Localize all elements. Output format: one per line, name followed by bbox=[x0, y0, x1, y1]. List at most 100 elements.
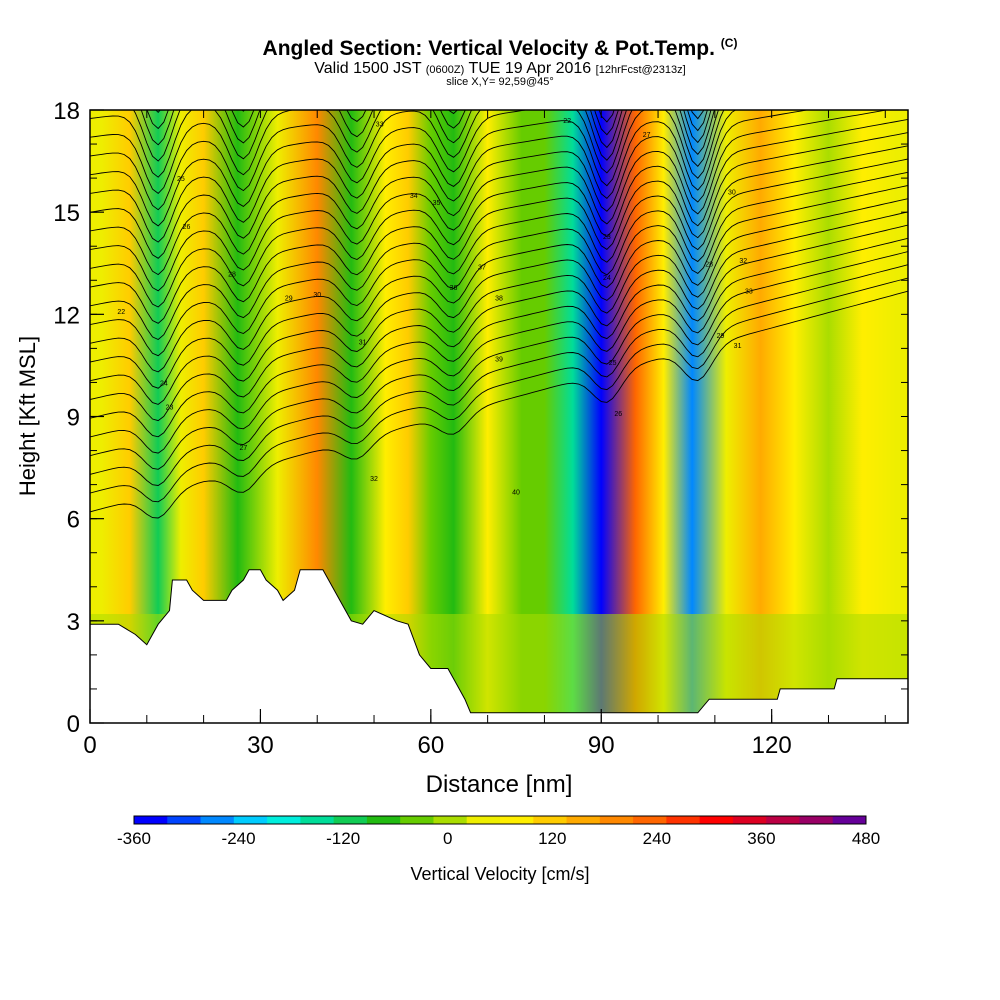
forecast-info: [12hrFcst@2313z] bbox=[595, 64, 686, 76]
theta-label: 32 bbox=[370, 476, 378, 483]
chart-title: Angled Section: Vertical Velocity & Pot.… bbox=[0, 36, 1000, 61]
theta-contour bbox=[90, 110, 737, 259]
theta-label: 25 bbox=[609, 360, 617, 367]
theta-contour bbox=[90, 110, 715, 211]
theta-label: 31 bbox=[734, 343, 742, 350]
theta-label: 28 bbox=[705, 261, 713, 268]
y-tick-label: 6 bbox=[67, 507, 80, 534]
theta-label: 29 bbox=[285, 295, 293, 302]
y-tick-label: 9 bbox=[67, 405, 80, 432]
theta-label: 23 bbox=[166, 404, 174, 411]
theta-contour bbox=[90, 251, 908, 470]
colorbar-swatch bbox=[167, 816, 202, 824]
theta-label: 30 bbox=[728, 190, 736, 197]
theta-label: 37 bbox=[478, 265, 486, 272]
x-tick-label: 120 bbox=[752, 732, 792, 759]
chart-subtitle: Valid 1500 JST (0600Z) TUE 19 Apr 2016 [… bbox=[0, 60, 1000, 78]
theta-label: 38 bbox=[495, 295, 503, 302]
colorbar-tick-label: 240 bbox=[643, 829, 671, 848]
theta-label: 25 bbox=[177, 176, 185, 183]
theta-contour bbox=[132, 110, 705, 162]
colorbar-swatch bbox=[400, 816, 434, 824]
y-tick-label: 3 bbox=[67, 609, 80, 636]
theta-label: 27 bbox=[643, 132, 651, 139]
y-tick-label: 18 bbox=[53, 98, 80, 125]
colorbar-swatch bbox=[433, 816, 468, 824]
colorbar-swatch bbox=[766, 816, 800, 824]
y-tick-label: 0 bbox=[67, 711, 80, 738]
colorbar-tick-label: -360 bbox=[117, 829, 151, 848]
theta-label: 39 bbox=[495, 357, 503, 364]
theta-label: 24 bbox=[160, 380, 168, 387]
colorbar-swatch bbox=[566, 816, 601, 824]
colorbar-swatch bbox=[500, 816, 534, 824]
colorbar-tick-label: -240 bbox=[222, 829, 256, 848]
theta-contour bbox=[90, 110, 719, 227]
theta-label: 32 bbox=[739, 258, 747, 265]
colorbar-tick-label: 120 bbox=[538, 829, 566, 848]
theta-contour bbox=[90, 110, 708, 178]
colorbar-tick-label: 360 bbox=[747, 829, 775, 848]
colorbar-swatch bbox=[333, 816, 368, 824]
theta-contour bbox=[90, 277, 908, 503]
colorbar-swatch bbox=[599, 816, 634, 824]
zulu-time: (0600Z) bbox=[425, 64, 465, 76]
colorbar-swatch bbox=[233, 816, 268, 824]
colorbar-swatch bbox=[533, 816, 568, 824]
chart-title-text: Angled Section: Vertical Velocity & Pot.… bbox=[262, 37, 715, 60]
theta-contour bbox=[90, 211, 908, 422]
terrain bbox=[90, 569, 908, 723]
valid-date: TUE 19 Apr 2016 bbox=[468, 60, 592, 77]
theta-label: 30 bbox=[313, 292, 321, 299]
theta-label: 22 bbox=[563, 118, 571, 125]
colorbar-swatch bbox=[666, 816, 701, 824]
theta-label: 36 bbox=[450, 285, 458, 292]
theta-label: 34 bbox=[410, 193, 418, 200]
colorbar-swatch bbox=[267, 816, 301, 824]
colorbar: -360 -240 -120 0 120 240 360 480 bbox=[117, 815, 880, 848]
theta-contour bbox=[90, 198, 908, 405]
theta-contour-labels: 22 23 24 25 26 27 28 29 30 31 32 33 34 35 36 37 38 39 40 22… bbox=[117, 118, 753, 496]
theta-contour bbox=[90, 224, 908, 438]
colorbar-swatch bbox=[832, 816, 867, 824]
x-tick-label: 90 bbox=[588, 732, 615, 759]
theta-contours bbox=[90, 110, 908, 519]
valid-time: Valid 1500 JST bbox=[314, 60, 422, 77]
x-axis: 0 30 60 90 120 bbox=[83, 110, 886, 759]
theta-contour bbox=[146, 110, 246, 130]
colorbar-frame bbox=[133, 815, 867, 825]
y-tick-label: 12 bbox=[53, 302, 80, 329]
colorbar-label: Vertical Velocity [cm/s] bbox=[410, 864, 589, 884]
theta-contour bbox=[90, 264, 908, 486]
theta-label: 26 bbox=[614, 411, 622, 418]
theta-label: 33 bbox=[376, 122, 384, 129]
theta-contour bbox=[90, 185, 908, 389]
theta-label: 29 bbox=[717, 333, 725, 340]
colorbar-swatch bbox=[466, 816, 501, 824]
x-tick-label: 0 bbox=[83, 732, 96, 759]
theta-contour bbox=[90, 237, 908, 454]
colorbar-tick-label: 0 bbox=[443, 829, 452, 848]
theta-label: 27 bbox=[239, 445, 247, 452]
theta-contour bbox=[90, 110, 725, 243]
colorbar-swatch bbox=[300, 816, 335, 824]
colorbar-tick-label: -120 bbox=[326, 829, 360, 848]
theta-label: 24 bbox=[603, 275, 611, 282]
colorbar-tick-label: 480 bbox=[852, 829, 880, 848]
theta-label: 35 bbox=[433, 200, 441, 207]
y-tick-label: 15 bbox=[53, 200, 80, 227]
theta-contour bbox=[90, 158, 908, 357]
theta-label: 40 bbox=[512, 489, 520, 496]
theta-label: 22 bbox=[117, 309, 125, 316]
colorbar-swatch bbox=[200, 816, 235, 824]
colorbar-swatch bbox=[732, 816, 767, 824]
theta-contour bbox=[90, 145, 908, 341]
x-tick-label: 30 bbox=[247, 732, 274, 759]
theta-label: 26 bbox=[183, 224, 191, 231]
theta-label: 31 bbox=[359, 340, 367, 347]
x-axis-label: Distance [nm] bbox=[426, 771, 573, 798]
x-tick-label: 60 bbox=[417, 732, 444, 759]
theta-label: 33 bbox=[745, 288, 753, 295]
